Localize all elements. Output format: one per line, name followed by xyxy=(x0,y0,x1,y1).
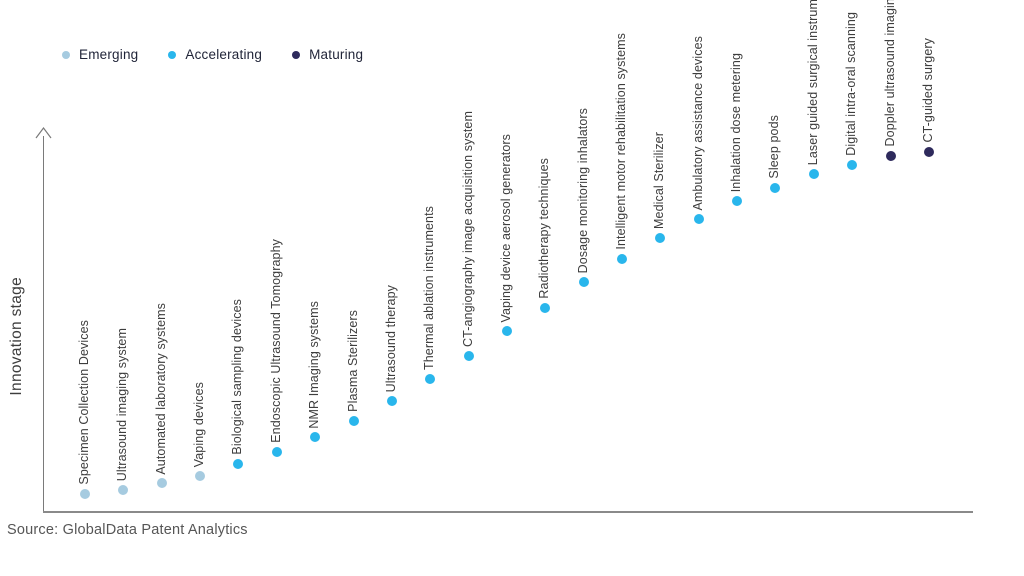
y-axis-line xyxy=(43,136,44,511)
legend-label: Maturing xyxy=(309,47,364,62)
point-label: Biological sampling devices xyxy=(230,299,245,455)
point-label: CT-guided surgery xyxy=(920,38,935,143)
point-label: Ultrasound therapy xyxy=(383,284,398,393)
data-point xyxy=(578,277,589,288)
data-point xyxy=(118,484,129,495)
point-label: Medical Sterilizer xyxy=(652,131,667,229)
point-label: Ultrasound imaging system xyxy=(115,327,130,481)
point-label: Vaping devices xyxy=(192,381,207,468)
data-point xyxy=(425,373,436,384)
data-point xyxy=(80,488,90,499)
point-label: Laser guided surgical instruments xyxy=(805,0,820,166)
data-point xyxy=(885,150,896,161)
legend-label: Accelerating xyxy=(185,47,263,62)
point-label: Intelligent motor rehabilitation systems xyxy=(614,33,629,251)
point-label: Specimen Collection Devices xyxy=(77,320,91,485)
point-label: Thermal ablation instruments xyxy=(422,205,437,370)
emerging-dot-icon xyxy=(62,50,70,59)
data-point xyxy=(808,169,819,180)
data-point xyxy=(501,326,512,337)
data-point xyxy=(233,458,244,469)
data-point xyxy=(310,432,321,443)
point-label: Inhalation dose metering xyxy=(729,52,744,192)
data-point xyxy=(271,447,282,457)
point-label: Ambulatory assistance devices xyxy=(690,35,705,211)
point-label: Endoscopic Ultrasound Tomography xyxy=(268,239,283,444)
data-point xyxy=(847,159,858,170)
chart-legend: Emerging Accelerating Maturing xyxy=(62,47,363,62)
source-note: Source: GlobalData Patent Analytics xyxy=(7,522,248,538)
legend-label: Emerging xyxy=(79,47,139,62)
data-point xyxy=(923,146,934,157)
data-point xyxy=(693,214,704,225)
point-label: Sleep pods xyxy=(767,115,782,179)
data-point xyxy=(195,471,206,482)
point-label: Digital intra-oral scanning xyxy=(844,12,859,156)
data-point xyxy=(156,478,167,489)
y-axis-arrow-icon xyxy=(35,127,52,139)
point-label: Dosage monitoring inhalators xyxy=(575,107,590,274)
point-label: Radiotherapy techniques xyxy=(537,158,552,300)
x-axis-line xyxy=(43,511,973,513)
point-label: Vaping device aerosol generators xyxy=(498,133,513,323)
data-point xyxy=(348,415,359,426)
point-label: Doppler ultrasound imaging xyxy=(882,0,897,147)
data-point xyxy=(655,232,666,243)
data-point xyxy=(770,182,781,193)
legend-item-accelerating: Accelerating xyxy=(168,47,262,62)
point-label: NMR Imaging systems xyxy=(307,300,322,429)
point-label: Plasma Sterilizers xyxy=(345,310,360,412)
data-point xyxy=(386,396,397,407)
point-label: Automated laboratory systems xyxy=(153,302,168,475)
legend-item-maturing: Maturing xyxy=(292,47,363,62)
maturing-dot-icon xyxy=(292,50,301,59)
data-point xyxy=(463,350,474,361)
data-point xyxy=(732,195,743,206)
data-point xyxy=(540,303,551,314)
legend-item-emerging: Emerging xyxy=(62,47,138,62)
accelerating-dot-icon xyxy=(168,50,177,59)
data-point xyxy=(617,254,628,265)
point-label: CT-angiography image acquisition system xyxy=(460,110,475,347)
y-axis-title: Innovation stage xyxy=(8,277,25,396)
